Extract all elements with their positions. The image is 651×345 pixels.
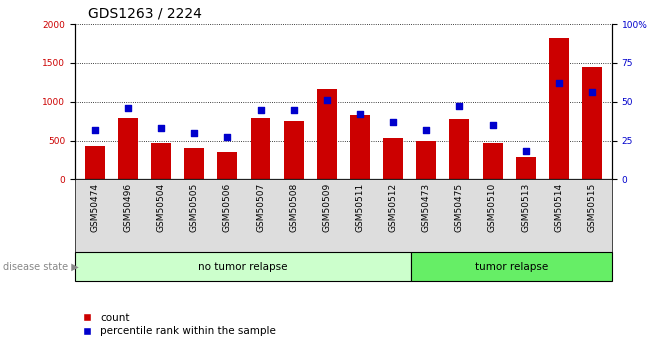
Text: GSM50509: GSM50509 xyxy=(322,183,331,232)
Bar xyxy=(217,152,238,179)
Bar xyxy=(482,143,503,179)
Point xyxy=(587,90,597,95)
Point xyxy=(454,104,465,109)
Text: GSM50513: GSM50513 xyxy=(521,183,530,232)
Text: GDS1263 / 2224: GDS1263 / 2224 xyxy=(88,7,202,21)
Text: GSM50515: GSM50515 xyxy=(587,183,596,232)
Text: no tumor relapse: no tumor relapse xyxy=(198,262,288,272)
Text: GSM50473: GSM50473 xyxy=(422,183,431,232)
Text: tumor relapse: tumor relapse xyxy=(475,262,548,272)
Bar xyxy=(383,138,403,179)
Point xyxy=(288,107,299,112)
Bar xyxy=(350,115,370,179)
Text: GSM50474: GSM50474 xyxy=(90,183,100,232)
Point xyxy=(255,107,266,112)
Point xyxy=(122,105,133,111)
Text: GSM50504: GSM50504 xyxy=(157,183,166,232)
Bar xyxy=(549,38,569,179)
Bar xyxy=(317,89,337,179)
Point xyxy=(322,97,332,103)
Point xyxy=(388,119,398,125)
Text: GSM50514: GSM50514 xyxy=(554,183,563,232)
Text: GSM50496: GSM50496 xyxy=(124,183,133,232)
Bar xyxy=(85,146,105,179)
Text: GSM50507: GSM50507 xyxy=(256,183,265,232)
Bar xyxy=(417,141,436,179)
Point xyxy=(222,135,232,140)
Text: disease state ▶: disease state ▶ xyxy=(3,262,79,272)
Point xyxy=(421,127,432,132)
Bar xyxy=(151,143,171,179)
Point xyxy=(189,130,199,136)
Bar xyxy=(184,148,204,179)
Point xyxy=(554,80,564,86)
Bar xyxy=(582,67,602,179)
Text: GSM50508: GSM50508 xyxy=(289,183,298,232)
Bar xyxy=(284,121,303,179)
Bar xyxy=(118,118,138,179)
Legend: count, percentile rank within the sample: count, percentile rank within the sample xyxy=(83,313,276,336)
Text: GSM50511: GSM50511 xyxy=(355,183,365,232)
Text: GSM50510: GSM50510 xyxy=(488,183,497,232)
Point xyxy=(90,127,100,132)
Text: GSM50475: GSM50475 xyxy=(455,183,464,232)
Point xyxy=(156,125,166,131)
Bar xyxy=(251,118,270,179)
Bar xyxy=(449,119,469,179)
Text: GSM50512: GSM50512 xyxy=(389,183,398,232)
Point xyxy=(355,111,365,117)
Point xyxy=(488,122,498,128)
Bar xyxy=(516,157,536,179)
Text: GSM50506: GSM50506 xyxy=(223,183,232,232)
Text: GSM50505: GSM50505 xyxy=(190,183,199,232)
Point xyxy=(521,149,531,154)
